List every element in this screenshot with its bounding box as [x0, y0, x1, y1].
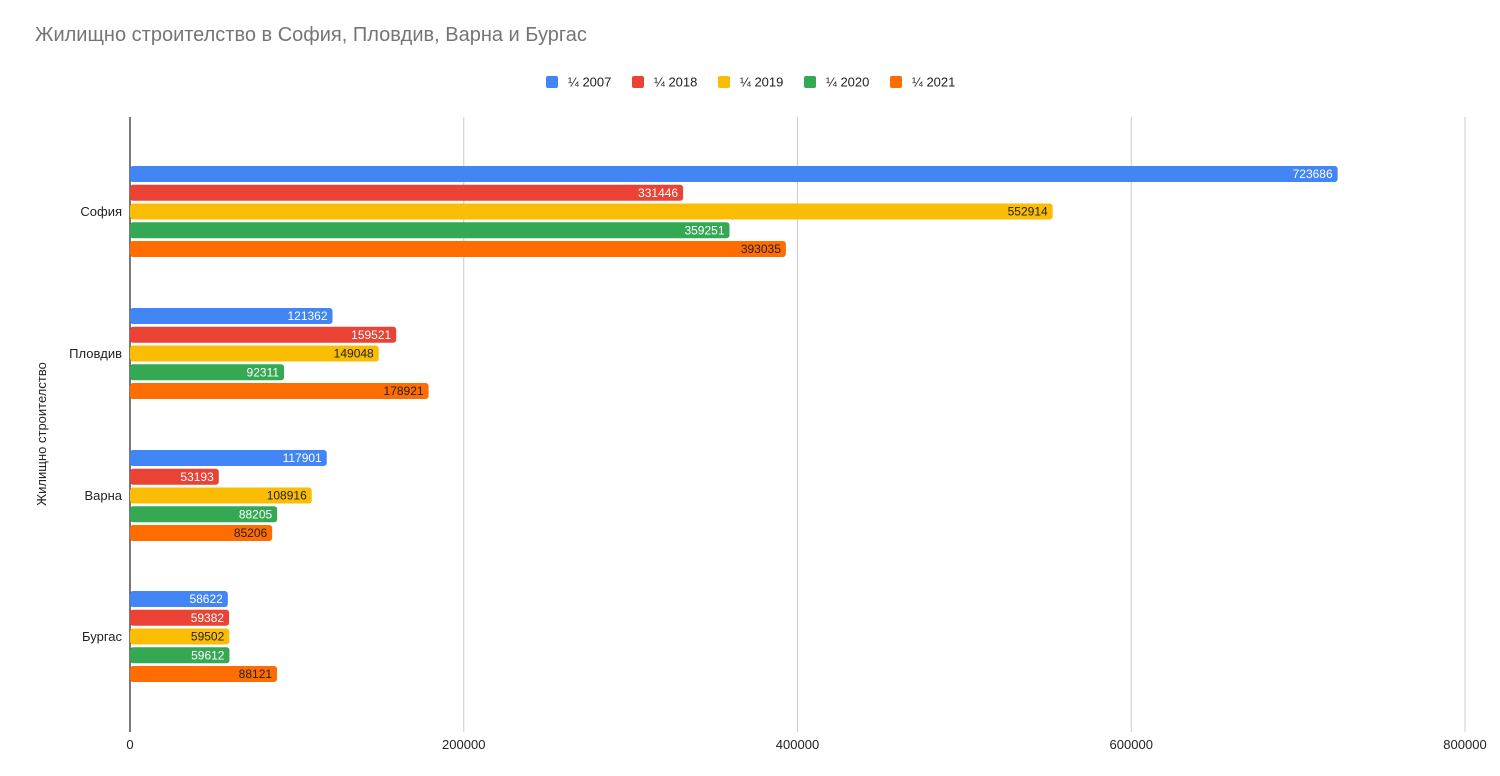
category-label: Варна [84, 488, 122, 503]
bar [130, 628, 230, 645]
bar-value-label: 117901 [283, 451, 322, 465]
bar [130, 666, 278, 682]
bar [130, 647, 230, 664]
x-tick-label: 400000 [776, 737, 819, 752]
bar [130, 506, 278, 523]
legend-swatch [632, 76, 644, 88]
bar [130, 241, 786, 257]
bar-value-label: 178921 [384, 384, 424, 398]
x-tick-label: 600000 [1110, 737, 1153, 752]
x-tick-label: 200000 [442, 737, 485, 752]
bar-value-label: 85206 [234, 526, 268, 540]
bar-value-label: 88121 [239, 667, 273, 681]
bar-value-label: 59382 [191, 611, 225, 625]
bar [130, 364, 285, 381]
bar-value-label: 359251 [684, 223, 724, 237]
bar-value-label: 552914 [1008, 205, 1048, 219]
bar-value-label: 92311 [247, 365, 280, 379]
y-axis-title: Жилищно строителство [34, 362, 49, 506]
bar [130, 222, 730, 239]
bar [130, 450, 327, 466]
bar-value-label: 393035 [741, 242, 781, 256]
bar [130, 468, 219, 485]
bar [130, 487, 312, 504]
bar [130, 166, 1338, 182]
bar-value-label: 121362 [287, 309, 327, 323]
bar-value-label: 108916 [267, 489, 307, 503]
chart-title: Жилищно строителство в София, Пловдив, В… [35, 24, 587, 46]
legend-label: ¼ 2007 [568, 75, 611, 90]
bar [130, 184, 684, 201]
bar-value-label: 58622 [189, 592, 223, 606]
bar [130, 203, 1053, 220]
bar [130, 525, 273, 541]
legend-label: ¼ 2018 [654, 75, 697, 90]
bar-value-label: 149048 [334, 347, 374, 361]
legend-swatch [804, 76, 816, 88]
legend-swatch [546, 76, 558, 88]
legend-swatch [718, 76, 730, 88]
bar [130, 345, 379, 362]
bar-value-label: 331446 [638, 186, 678, 200]
category-label: Пловдив [69, 346, 122, 361]
bar-value-label: 53193 [180, 470, 214, 484]
bar-value-label: 88205 [239, 507, 273, 521]
bar-value-label: 59502 [191, 630, 225, 644]
bar [130, 308, 333, 324]
bar [130, 383, 429, 399]
bar-value-label: 723686 [1293, 167, 1333, 181]
bar [130, 609, 230, 626]
bar-value-label: 159521 [351, 328, 391, 342]
bar [130, 591, 228, 607]
x-tick-label: 0 [126, 737, 133, 752]
x-tick-label: 800000 [1443, 737, 1486, 752]
legend-label: ¼ 2019 [740, 75, 783, 90]
legend-label: ¼ 2020 [826, 75, 869, 90]
category-label: София [80, 204, 122, 219]
category-label: Бургас [82, 629, 123, 644]
bar [130, 326, 397, 343]
bar-value-label: 59612 [191, 648, 225, 662]
legend-label: ¼ 2021 [912, 75, 955, 90]
legend-swatch [890, 76, 902, 88]
